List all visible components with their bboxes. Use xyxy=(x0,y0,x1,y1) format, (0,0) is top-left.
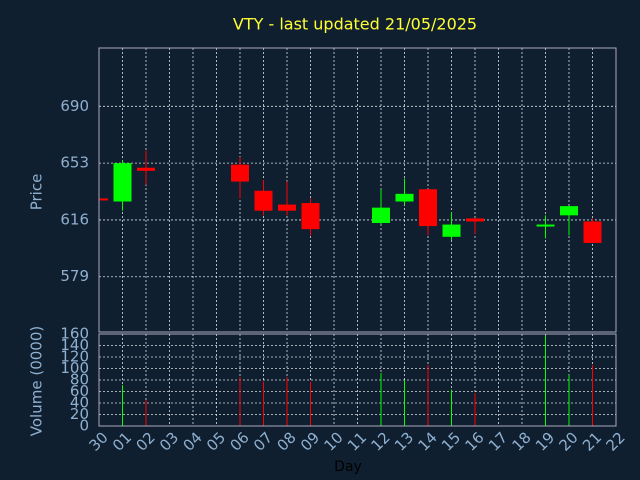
volume-axis-label: Volume (0000) xyxy=(28,326,46,436)
volume-tick-label: 160 xyxy=(60,325,89,343)
y-tick-label: 690 xyxy=(60,97,89,115)
y-tick-label: 579 xyxy=(60,267,89,285)
candle-body xyxy=(442,224,461,237)
volume-tick-label: 80 xyxy=(70,371,89,389)
volume-tick-label: 140 xyxy=(60,336,89,354)
volume-tick-label: 120 xyxy=(60,348,89,366)
volume-tick-label: 20 xyxy=(70,405,89,423)
chart-title: VTY - last updated 21/05/2025 xyxy=(233,15,477,34)
candle-body xyxy=(254,190,273,211)
candle-body xyxy=(536,224,555,227)
x-axis-label: Day xyxy=(334,459,362,475)
candle-body xyxy=(99,198,108,201)
candle-body xyxy=(113,163,132,202)
price-frame xyxy=(98,47,617,333)
candle-body xyxy=(466,218,484,222)
volume-tick-label: 60 xyxy=(70,382,89,400)
candle-body xyxy=(583,221,602,243)
candle-body xyxy=(560,206,578,216)
price-plot xyxy=(99,150,602,243)
candle-body xyxy=(231,164,249,182)
candle-body xyxy=(278,204,296,211)
y-axis-label: Price xyxy=(28,174,46,211)
y-tick-label: 653 xyxy=(60,154,89,172)
volume-tick-label: 100 xyxy=(60,359,89,377)
volume-tick-label: 0 xyxy=(79,417,89,435)
candle-body xyxy=(395,193,414,202)
candle-body xyxy=(419,189,437,227)
candle-body xyxy=(137,167,155,171)
candle-body xyxy=(301,203,320,230)
volume-frame xyxy=(98,333,617,427)
volume-tick-label: 40 xyxy=(70,394,89,412)
candle-body xyxy=(372,207,390,224)
y-tick-label: 616 xyxy=(60,210,89,228)
